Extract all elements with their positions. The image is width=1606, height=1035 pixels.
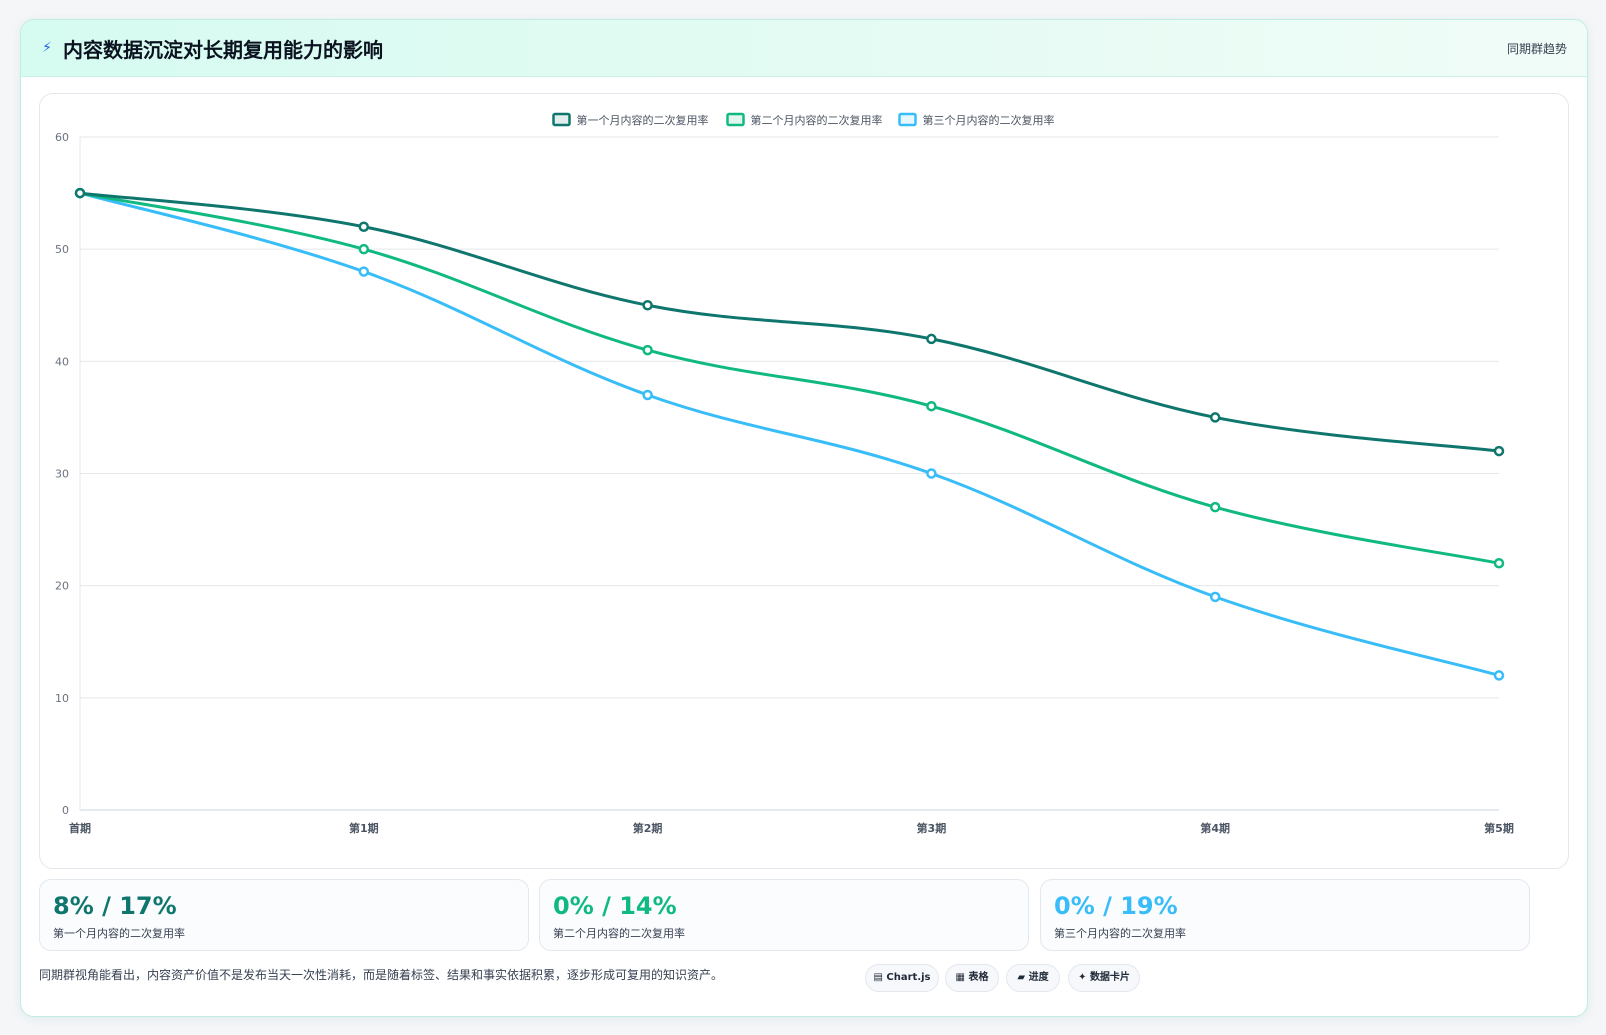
x-tick-label: 第3期 (917, 821, 947, 835)
x-tick-label: 第1期 (349, 821, 379, 835)
footer-note: 同期群视角能看出，内容资产价值不是发布当天一次性消耗，而是随着标签、结果和事实依… (39, 968, 724, 982)
data-point (358, 266, 370, 277)
series-line-3 (79, 191, 1500, 677)
chip-table[interactable]: ▦ 表格 (945, 964, 999, 992)
stat-card-3: 0% / 19% 第三个月内容的二次复用率 (1040, 879, 1530, 951)
data-point (1209, 501, 1221, 513)
x-tick-label: 第4期 (1200, 821, 1230, 835)
bolt-icon: ⚡ (42, 40, 52, 56)
chip-label: 进度 (1028, 972, 1049, 983)
data-point (926, 333, 937, 345)
progress-icon: ▰ (1017, 972, 1026, 983)
data-point (642, 389, 653, 401)
stat-label: 第三个月内容的二次复用率 (1054, 927, 1186, 940)
chart-panel: 0 10 20 30 40 50 60 首期 第1期 第2期 第3期 第4期 第5期 第一个月内容的二次复… (39, 93, 1569, 869)
data-point (74, 187, 86, 199)
report-card: ⚡ 内容数据沉淀对长期复用能力的影响 同期群趋势 0 10 20 30 40 50 60 首期… (20, 19, 1588, 1017)
x-tick-label: 首期 (69, 821, 91, 835)
data-point (358, 221, 370, 232)
y-tick-label: 30 (55, 468, 69, 481)
stat-value: 0% / 19% (1054, 892, 1178, 920)
chip-progress[interactable]: ▰ 进度 (1006, 964, 1060, 992)
x-tick-label: 第5期 (1484, 821, 1514, 835)
page-title: 内容数据沉淀对长期复用能力的影响 (63, 37, 383, 62)
table-icon: ▦ (955, 972, 965, 983)
series-line-1 (79, 191, 1500, 453)
card-header: ⚡ 内容数据沉淀对长期复用能力的影响 同期群趋势 (21, 20, 1587, 77)
stat-card-2: 0% / 14% 第二个月内容的二次复用率 (539, 879, 1029, 951)
stat-cards: 8% / 17% 第一个月内容的二次复用率 0% / 14% 第二个月内容的二次… (39, 879, 1569, 951)
data-point (642, 344, 653, 356)
data-point (926, 468, 937, 479)
line-chart: 0 10 20 30 40 50 60 首期 第1期 第2期 第3期 第4期 第5期 第一个月内容的二次复… (55, 112, 1514, 835)
chart-icon: ▤ (873, 972, 883, 983)
chip-data-card[interactable]: ✦ 数据卡片 (1068, 964, 1140, 992)
data-point (1209, 591, 1221, 603)
y-tick-label: 20 (55, 580, 69, 593)
sparkle-icon: ✦ (1078, 972, 1087, 983)
data-point (926, 400, 937, 412)
data-point (1493, 445, 1505, 457)
data-point (642, 300, 653, 311)
data-point (1493, 557, 1505, 569)
stat-value: 8% / 17% (53, 892, 177, 920)
stat-label: 第二个月内容的二次复用率 (553, 927, 685, 940)
stat-card-1: 8% / 17% 第一个月内容的二次复用率 (39, 879, 529, 951)
chip-label: Chart.js (886, 972, 931, 983)
chip-label: 表格 (968, 972, 989, 983)
stat-label: 第一个月内容的二次复用率 (53, 927, 185, 940)
header-tag: 同期群趋势 (1506, 41, 1567, 56)
legend-label: 第一个月内容的二次复用率 (577, 113, 709, 127)
legend-label: 第二个月内容的二次复用率 (751, 113, 883, 127)
y-tick-label: 60 (55, 131, 69, 144)
stat-value: 0% / 14% (553, 892, 677, 920)
y-tick-label: 10 (55, 692, 69, 705)
legend-swatch (726, 112, 745, 127)
chip-label: 数据卡片 (1089, 972, 1130, 983)
x-tick-label: 第2期 (633, 821, 663, 835)
data-point (358, 243, 370, 255)
data-point (1209, 412, 1221, 423)
title-group: ⚡ 内容数据沉淀对长期复用能力的影响 (41, 34, 383, 63)
y-tick-label: 40 (55, 355, 69, 368)
chip-chartjs[interactable]: ▤ Chart.js (865, 964, 939, 992)
y-tick-label: 50 (55, 243, 69, 256)
legend-swatch (898, 112, 917, 127)
series-line-2 (79, 191, 1500, 565)
data-point (1493, 670, 1505, 681)
legend-label: 第三个月内容的二次复用率 (923, 113, 1055, 127)
y-tick-label: 0 (62, 804, 69, 817)
legend-swatch (552, 112, 571, 127)
